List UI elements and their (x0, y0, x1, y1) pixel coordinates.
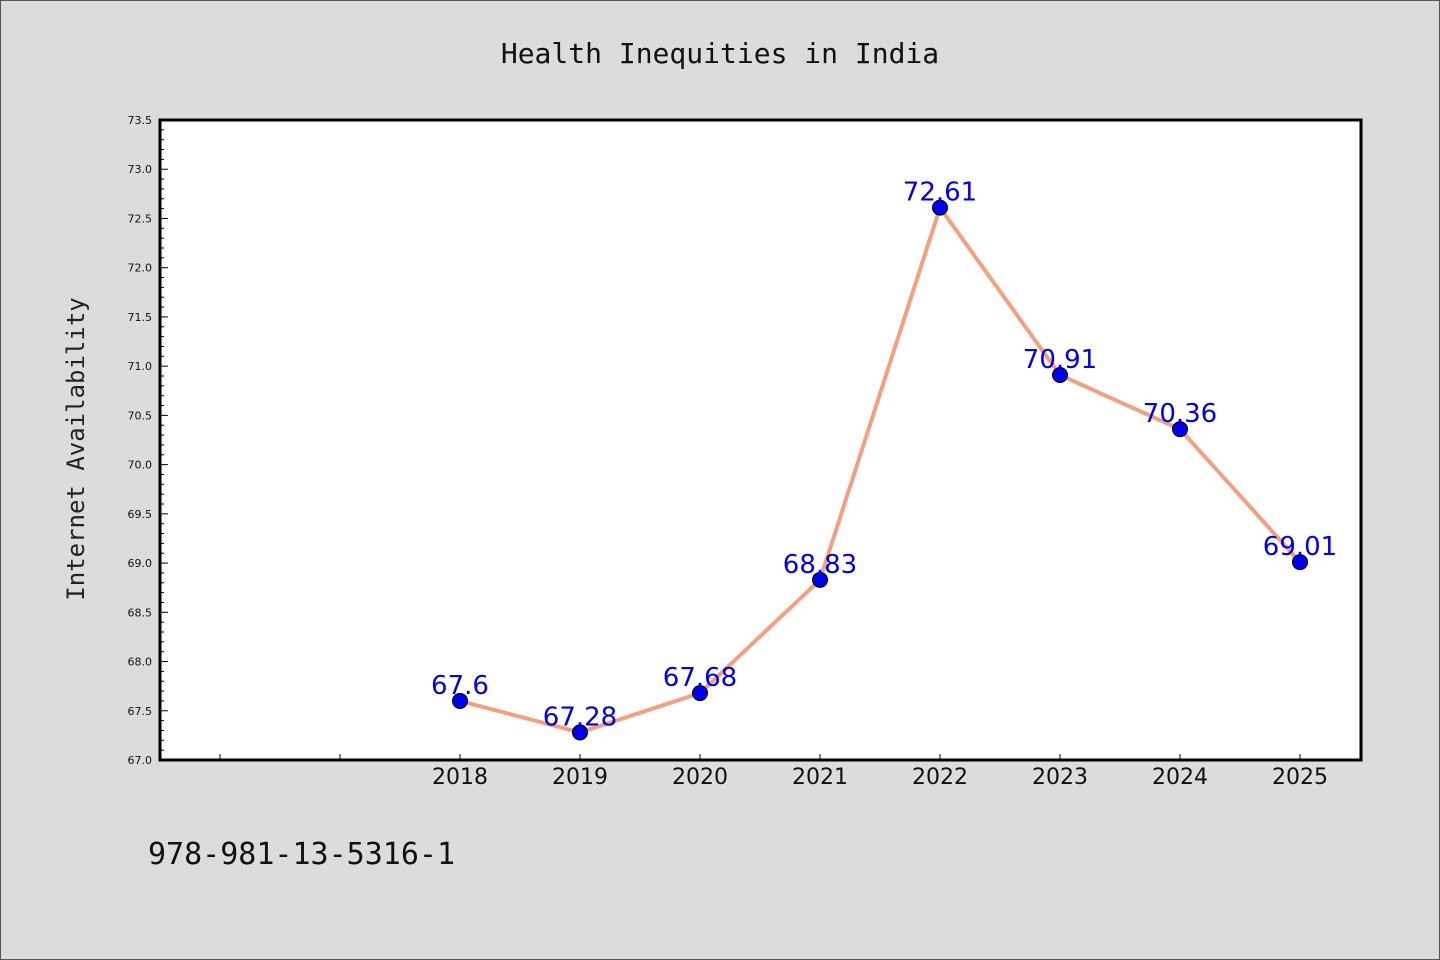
y-tick-label: 69.5 (128, 508, 153, 521)
x-tick-label: 2018 (432, 765, 488, 790)
data-point (452, 692, 468, 709)
y-tick-label: 73.5 (128, 114, 153, 127)
x-tick-label: 2022 (912, 765, 968, 790)
data-labels: 67.6 67.28 67.68 68.83 72.61 70.91 70.36 69.01 (431, 178, 1337, 733)
plot-area (158, 118, 1363, 762)
chart-title: Health Inequities in India (501, 37, 939, 70)
series-line-group (459, 205, 1302, 735)
data-point (692, 685, 708, 702)
data-label: 70.36 (1143, 399, 1217, 429)
data-markers (452, 199, 1308, 741)
y-tick-label: 70.5 (128, 409, 153, 422)
y-axis-label: Internet Availability (62, 297, 90, 600)
series-line (459, 205, 1302, 735)
data-label: 67.6 (431, 671, 489, 701)
y-tick-label: 69.0 (128, 557, 153, 570)
data-point (932, 199, 948, 216)
y-tick-label: 67.0 (128, 754, 153, 767)
data-label: 69.01 (1263, 532, 1337, 562)
x-tick-label: 2019 (552, 765, 608, 790)
data-label: 70.91 (1023, 345, 1097, 375)
y-tick-label: 70.0 (128, 459, 153, 472)
y-tick-label: 67.5 (128, 705, 153, 718)
data-label: 67.28 (543, 702, 617, 732)
x-tick-label: 2025 (1272, 765, 1328, 790)
isbn-text: 978-981-13-5316-1 (148, 837, 455, 872)
data-point (1052, 367, 1068, 384)
data-point (572, 724, 588, 741)
data-label: 68.83 (783, 550, 857, 580)
x-tick-label: 2021 (792, 765, 848, 790)
y-tick-label: 68.5 (128, 606, 153, 619)
x-tick-label: 2023 (1032, 765, 1088, 790)
data-label: 67.68 (663, 663, 737, 693)
y-tick-label: 71.0 (128, 360, 153, 373)
y-tick-label: 72.0 (128, 262, 153, 275)
x-tick-label: 2024 (1152, 765, 1208, 790)
y-tick-label: 73.0 (128, 163, 153, 176)
y-tick-label: 68.0 (128, 656, 153, 669)
x-tick-label: 2020 (672, 765, 728, 790)
data-point (1172, 421, 1188, 438)
y-tick-label: 72.5 (128, 212, 153, 225)
y-tick-label: 71.5 (128, 311, 153, 324)
x-axis: 2018 2019 2020 2021 2022 2023 2024 2025 (219, 754, 1328, 790)
data-point (1292, 554, 1308, 571)
data-label: 72.61 (903, 178, 977, 208)
data-point (812, 571, 828, 588)
y-axis: 67.0 67.5 68.0 68.5 69.0 69.5 70.0 70.5 71.0 71.5… (128, 114, 168, 767)
